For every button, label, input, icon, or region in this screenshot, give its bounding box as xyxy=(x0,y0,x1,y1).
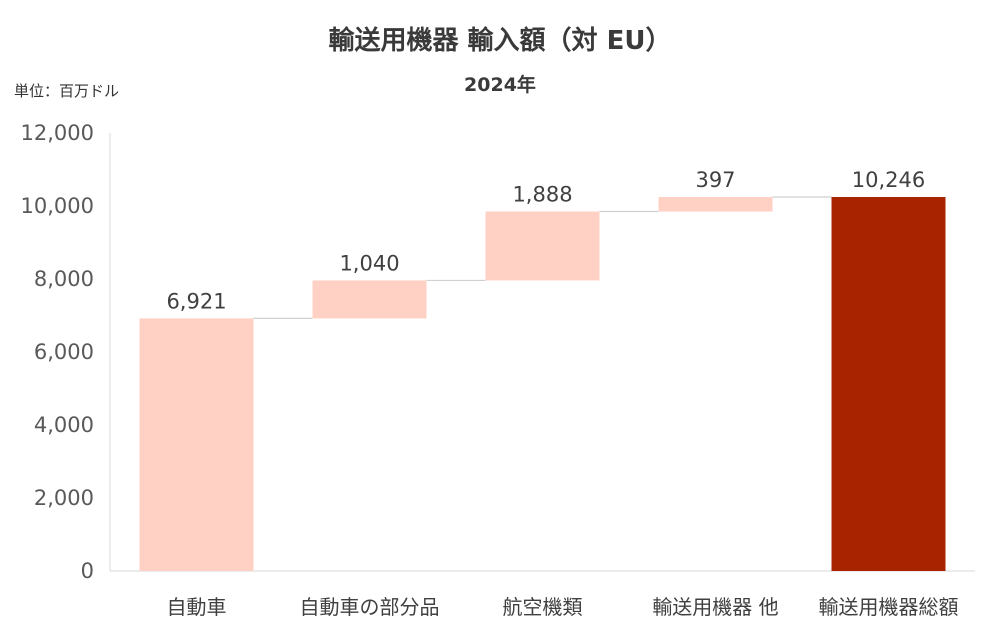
y-tick-label: 2,000 xyxy=(34,486,94,510)
x-tick-label: 輸送用機器総額 xyxy=(819,595,959,619)
y-tick-label: 6,000 xyxy=(34,340,94,364)
x-axis-labels: 自動車 自動車の部分品 航空機類 輸送用機器 他 輸送用機器総額 xyxy=(167,595,959,619)
bar-total xyxy=(831,197,946,571)
x-tick-label: 自動車の部分品 xyxy=(300,595,440,619)
bars xyxy=(139,197,946,571)
data-label: 10,246 xyxy=(852,168,925,192)
data-label: 6,921 xyxy=(166,289,226,313)
data-label: 1,888 xyxy=(512,183,572,207)
bar-increase xyxy=(312,280,427,319)
bar-increase xyxy=(139,318,254,571)
x-tick-label: 輸送用機器 他 xyxy=(652,595,778,619)
bar-increase xyxy=(485,211,600,281)
y-tick-label: 8,000 xyxy=(34,267,94,291)
x-tick-label: 航空機類 xyxy=(503,595,583,619)
y-tick-label: 0 xyxy=(81,559,94,583)
x-tick-label: 自動車 xyxy=(167,595,227,619)
chart-title: 輸送用機器 輸入額（対 EU） xyxy=(328,26,672,56)
data-label: 1,040 xyxy=(339,251,399,275)
y-tick-label: 12,000 xyxy=(21,121,94,145)
bar-increase xyxy=(658,197,773,212)
chart-subtitle: 2024年 xyxy=(464,74,536,96)
unit-label: 単位：百万ドル xyxy=(14,82,120,100)
y-tick-label: 4,000 xyxy=(34,413,94,437)
connector-lines xyxy=(253,196,832,319)
y-axis-ticks: 0 2,000 4,000 6,000 8,000 10,000 12,000 xyxy=(21,121,94,583)
data-label: 397 xyxy=(695,168,735,192)
y-tick-label: 10,000 xyxy=(21,194,94,218)
data-labels: 6,921 1,040 1,888 397 10,246 xyxy=(166,168,925,313)
